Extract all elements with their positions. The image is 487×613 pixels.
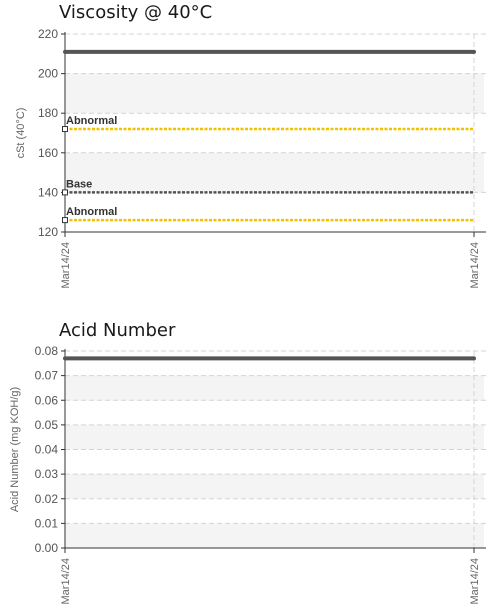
plot-band <box>65 152 484 193</box>
plot-band <box>65 474 484 499</box>
y-tick-label: 200 <box>38 67 58 81</box>
plot-band <box>65 375 484 401</box>
y-tick-label: 0.03 <box>35 467 59 481</box>
y-tick-label: 120 <box>38 225 58 239</box>
acid-number-chart: 0.08 0.07 0.06 0.05 0.04 0.03 0.02 0.01 0.00 Acid… <box>9 344 486 604</box>
x-tick-label: Mar14/24 <box>469 558 481 604</box>
y-tick-label: 140 <box>38 185 58 199</box>
data-point <box>472 356 476 361</box>
x-tick-label: Mar14/24 <box>60 242 72 288</box>
data-point <box>472 49 476 54</box>
reference-marker <box>62 126 68 133</box>
data-point <box>63 49 67 54</box>
plot-band <box>65 523 484 548</box>
y-tick-label: 180 <box>38 106 58 120</box>
reference-label: Abnormal <box>66 206 117 218</box>
x-tick-label: Mar14/24 <box>469 242 481 288</box>
viscosity-chart: 220 200 180 160 140 120 cSt (40°C) Abnormal Base… <box>15 27 486 288</box>
y-tick-label: 0.00 <box>35 541 59 555</box>
reference-label: Abnormal <box>66 115 117 127</box>
reference-marker <box>62 217 68 224</box>
data-point <box>63 356 67 361</box>
x-tick-label: Mar14/24 <box>60 558 72 604</box>
y-axis-label: cSt (40°C) <box>15 108 27 159</box>
y-tick-label: 0.07 <box>35 369 59 383</box>
y-axis-label: Acid Number (mg KOH/g) <box>9 387 21 512</box>
reference-marker <box>62 189 68 196</box>
y-tick-label: 160 <box>38 146 58 160</box>
y-tick-label: 0.04 <box>35 443 59 457</box>
viscosity-chart-title: Viscosity @ 40°C <box>59 2 213 23</box>
acid-number-chart-title: Acid Number <box>59 320 176 341</box>
plot-band <box>65 73 484 114</box>
reference-label: Base <box>66 178 92 190</box>
y-tick-label: 0.01 <box>35 516 59 530</box>
y-tick-label: 220 <box>38 27 58 41</box>
y-tick-label: 0.02 <box>35 492 59 506</box>
y-tick-label: 0.05 <box>35 418 59 432</box>
y-tick-label: 0.06 <box>35 393 59 407</box>
y-tick-label: 0.08 <box>35 344 59 358</box>
plot-band <box>65 424 484 450</box>
